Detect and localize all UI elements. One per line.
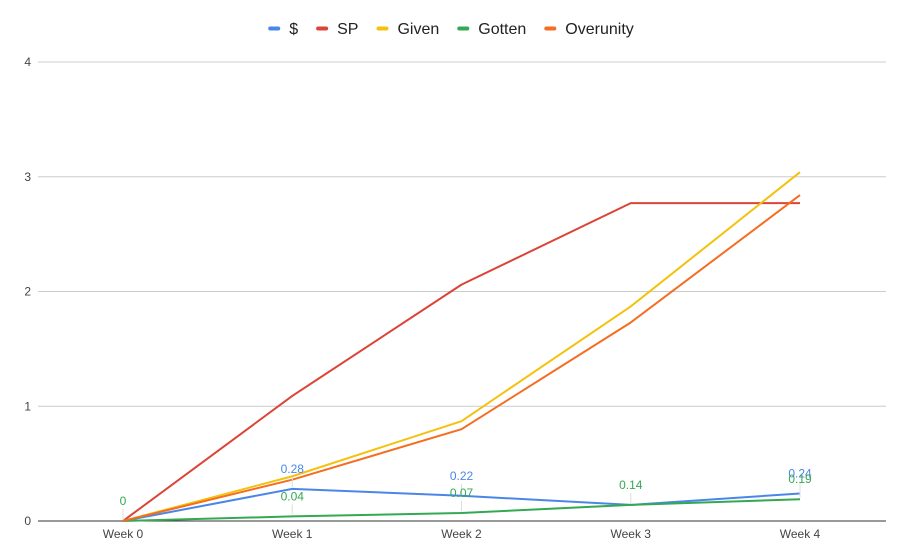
data-label: 0.24 [788, 466, 812, 480]
legend-swatch [544, 26, 557, 31]
x-tick-label: Week 3 [611, 527, 652, 541]
y-tick-label: 0 [24, 514, 31, 528]
legend-item: SP [316, 21, 358, 38]
series-line-given [122, 171, 801, 522]
data-label: 0.22 [450, 469, 474, 483]
data-label: 0.28 [281, 462, 305, 476]
legend-item: $ [268, 21, 298, 38]
legend-item: Overunity [544, 21, 634, 38]
x-tick-label: Week 4 [780, 527, 821, 541]
legend-swatch [376, 26, 389, 31]
data-label: 0.07 [450, 486, 474, 500]
legend-label: Given [397, 21, 439, 38]
legend-item: Given [376, 21, 439, 38]
y-tick-label: 4 [24, 55, 31, 69]
series-line-overunity [122, 194, 801, 522]
legend: $ SP Given Gotten Overunity [268, 21, 634, 38]
legend-label: Gotten [478, 21, 526, 38]
data-labels: 0.28 0.22 0.24 0 0.04 0.07 0.14 0.19 [120, 462, 812, 519]
x-axis-ticks: Week 0 Week 1 Week 2 Week 3 Week 4 [103, 527, 821, 541]
data-label: 0.19 [788, 472, 812, 486]
series-lines [122, 171, 801, 522]
y-tick-label: 1 [24, 399, 31, 413]
y-axis-ticks: 0 1 2 3 4 [24, 55, 31, 528]
gridlines [38, 61, 886, 522]
data-label: 0.04 [281, 489, 305, 503]
legend-swatch [316, 26, 329, 31]
legend-swatch [268, 26, 281, 31]
legend-item: Gotten [457, 21, 526, 38]
legend-label: Overunity [565, 21, 633, 38]
series-line-sp [122, 202, 800, 522]
series-line-dollar [122, 487, 801, 522]
data-label: 0.14 [619, 478, 643, 492]
x-tick-label: Week 0 [103, 527, 144, 541]
y-tick-label: 3 [24, 170, 31, 184]
legend-label: SP [337, 21, 358, 38]
y-tick-label: 2 [24, 285, 31, 299]
x-tick-label: Week 1 [272, 527, 313, 541]
data-label: 0 [120, 494, 127, 508]
series-line-gotten [122, 498, 801, 522]
x-tick-label: Week 2 [441, 527, 482, 541]
legend-label: $ [289, 21, 298, 38]
legend-swatch [457, 26, 470, 31]
